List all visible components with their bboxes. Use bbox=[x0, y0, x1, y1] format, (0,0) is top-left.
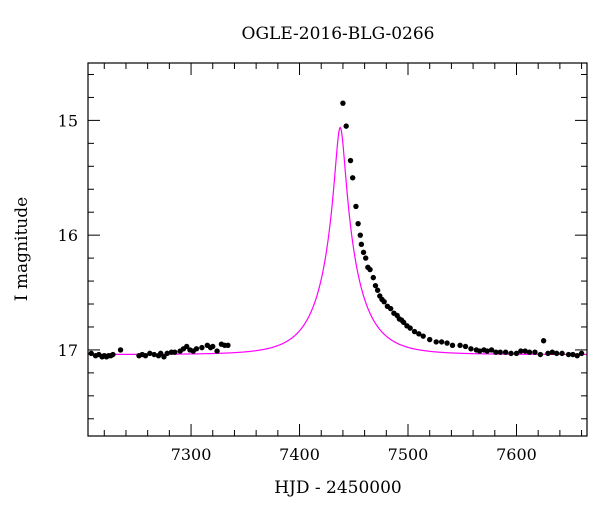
data-point bbox=[374, 287, 381, 293]
x-axis-label: HJD - 2450000 bbox=[274, 478, 402, 498]
data-point bbox=[360, 249, 367, 256]
data-point bbox=[416, 331, 422, 337]
data-point bbox=[347, 157, 354, 164]
model-curve bbox=[88, 126, 587, 356]
data-point bbox=[372, 282, 379, 289]
data-point bbox=[540, 338, 547, 344]
data-point bbox=[462, 343, 469, 350]
data-point bbox=[444, 340, 450, 346]
data-point bbox=[545, 350, 551, 357]
data-point bbox=[381, 299, 387, 305]
data-point bbox=[147, 350, 153, 357]
data-point bbox=[117, 347, 124, 353]
data-point bbox=[427, 336, 433, 343]
data-point bbox=[370, 274, 376, 281]
data-point bbox=[549, 349, 555, 355]
data-point bbox=[164, 350, 170, 357]
data-point bbox=[522, 348, 528, 354]
data-point bbox=[570, 351, 576, 358]
data-point bbox=[355, 220, 361, 227]
data-point bbox=[508, 350, 514, 357]
data-point bbox=[553, 350, 560, 357]
data-point bbox=[565, 351, 572, 358]
data-point bbox=[225, 342, 231, 349]
x-tick-label: 7400 bbox=[279, 445, 320, 464]
data-point bbox=[497, 349, 503, 355]
model-line bbox=[88, 126, 587, 356]
y-tick-label: 16 bbox=[58, 226, 78, 245]
data-point bbox=[411, 328, 418, 335]
data-point bbox=[110, 351, 116, 358]
data-point bbox=[518, 348, 524, 354]
data-point bbox=[433, 339, 439, 345]
x-tick-label: 7500 bbox=[388, 445, 429, 464]
data-point bbox=[513, 350, 520, 357]
plot-frame bbox=[87, 62, 588, 437]
data-point bbox=[578, 350, 585, 357]
data-point bbox=[502, 349, 509, 355]
data-point bbox=[142, 352, 149, 359]
data-point bbox=[400, 319, 407, 326]
x-tick-label: 7600 bbox=[496, 445, 537, 464]
chart-title: OGLE-2016-BLG-0266 bbox=[242, 24, 435, 44]
data-point bbox=[161, 354, 167, 360]
data-point bbox=[559, 350, 565, 357]
data-point bbox=[532, 349, 538, 355]
x-tick-labels: 7300 7400 7500 7600 bbox=[171, 445, 537, 464]
data-point bbox=[357, 232, 363, 238]
data-point bbox=[363, 255, 369, 261]
data-point bbox=[438, 339, 445, 345]
data-point bbox=[488, 347, 495, 353]
y-axis-label: I magnitude bbox=[12, 197, 32, 301]
data-point bbox=[574, 352, 580, 359]
data-point bbox=[199, 344, 205, 351]
y-tick-labels: 15 16 17 bbox=[58, 111, 78, 360]
data-point bbox=[457, 342, 463, 349]
data-point bbox=[353, 203, 359, 210]
data-point bbox=[214, 348, 220, 354]
data-point bbox=[449, 342, 456, 349]
data-point bbox=[157, 350, 164, 357]
data-point bbox=[476, 348, 483, 354]
y-tick-label: 17 bbox=[58, 341, 78, 360]
data-point bbox=[537, 351, 544, 358]
x-tick-label: 7300 bbox=[171, 445, 212, 464]
data-point bbox=[349, 175, 356, 181]
axis-ticks bbox=[88, 63, 587, 436]
data-point bbox=[493, 349, 499, 355]
data-point bbox=[343, 123, 349, 129]
data-point bbox=[358, 241, 365, 248]
data-point bbox=[172, 349, 178, 355]
data-points bbox=[88, 100, 585, 360]
y-tick-label: 15 bbox=[58, 111, 78, 130]
data-point bbox=[367, 266, 373, 273]
data-point bbox=[340, 100, 346, 106]
data-point bbox=[420, 333, 426, 339]
data-point bbox=[468, 346, 474, 352]
data-point bbox=[526, 349, 533, 355]
data-point bbox=[88, 350, 94, 357]
data-point bbox=[387, 305, 394, 312]
data-point bbox=[184, 343, 190, 350]
data-point bbox=[484, 348, 490, 354]
data-point bbox=[193, 346, 200, 352]
data-point bbox=[407, 325, 413, 331]
data-point bbox=[151, 351, 157, 358]
data-point bbox=[210, 343, 216, 350]
